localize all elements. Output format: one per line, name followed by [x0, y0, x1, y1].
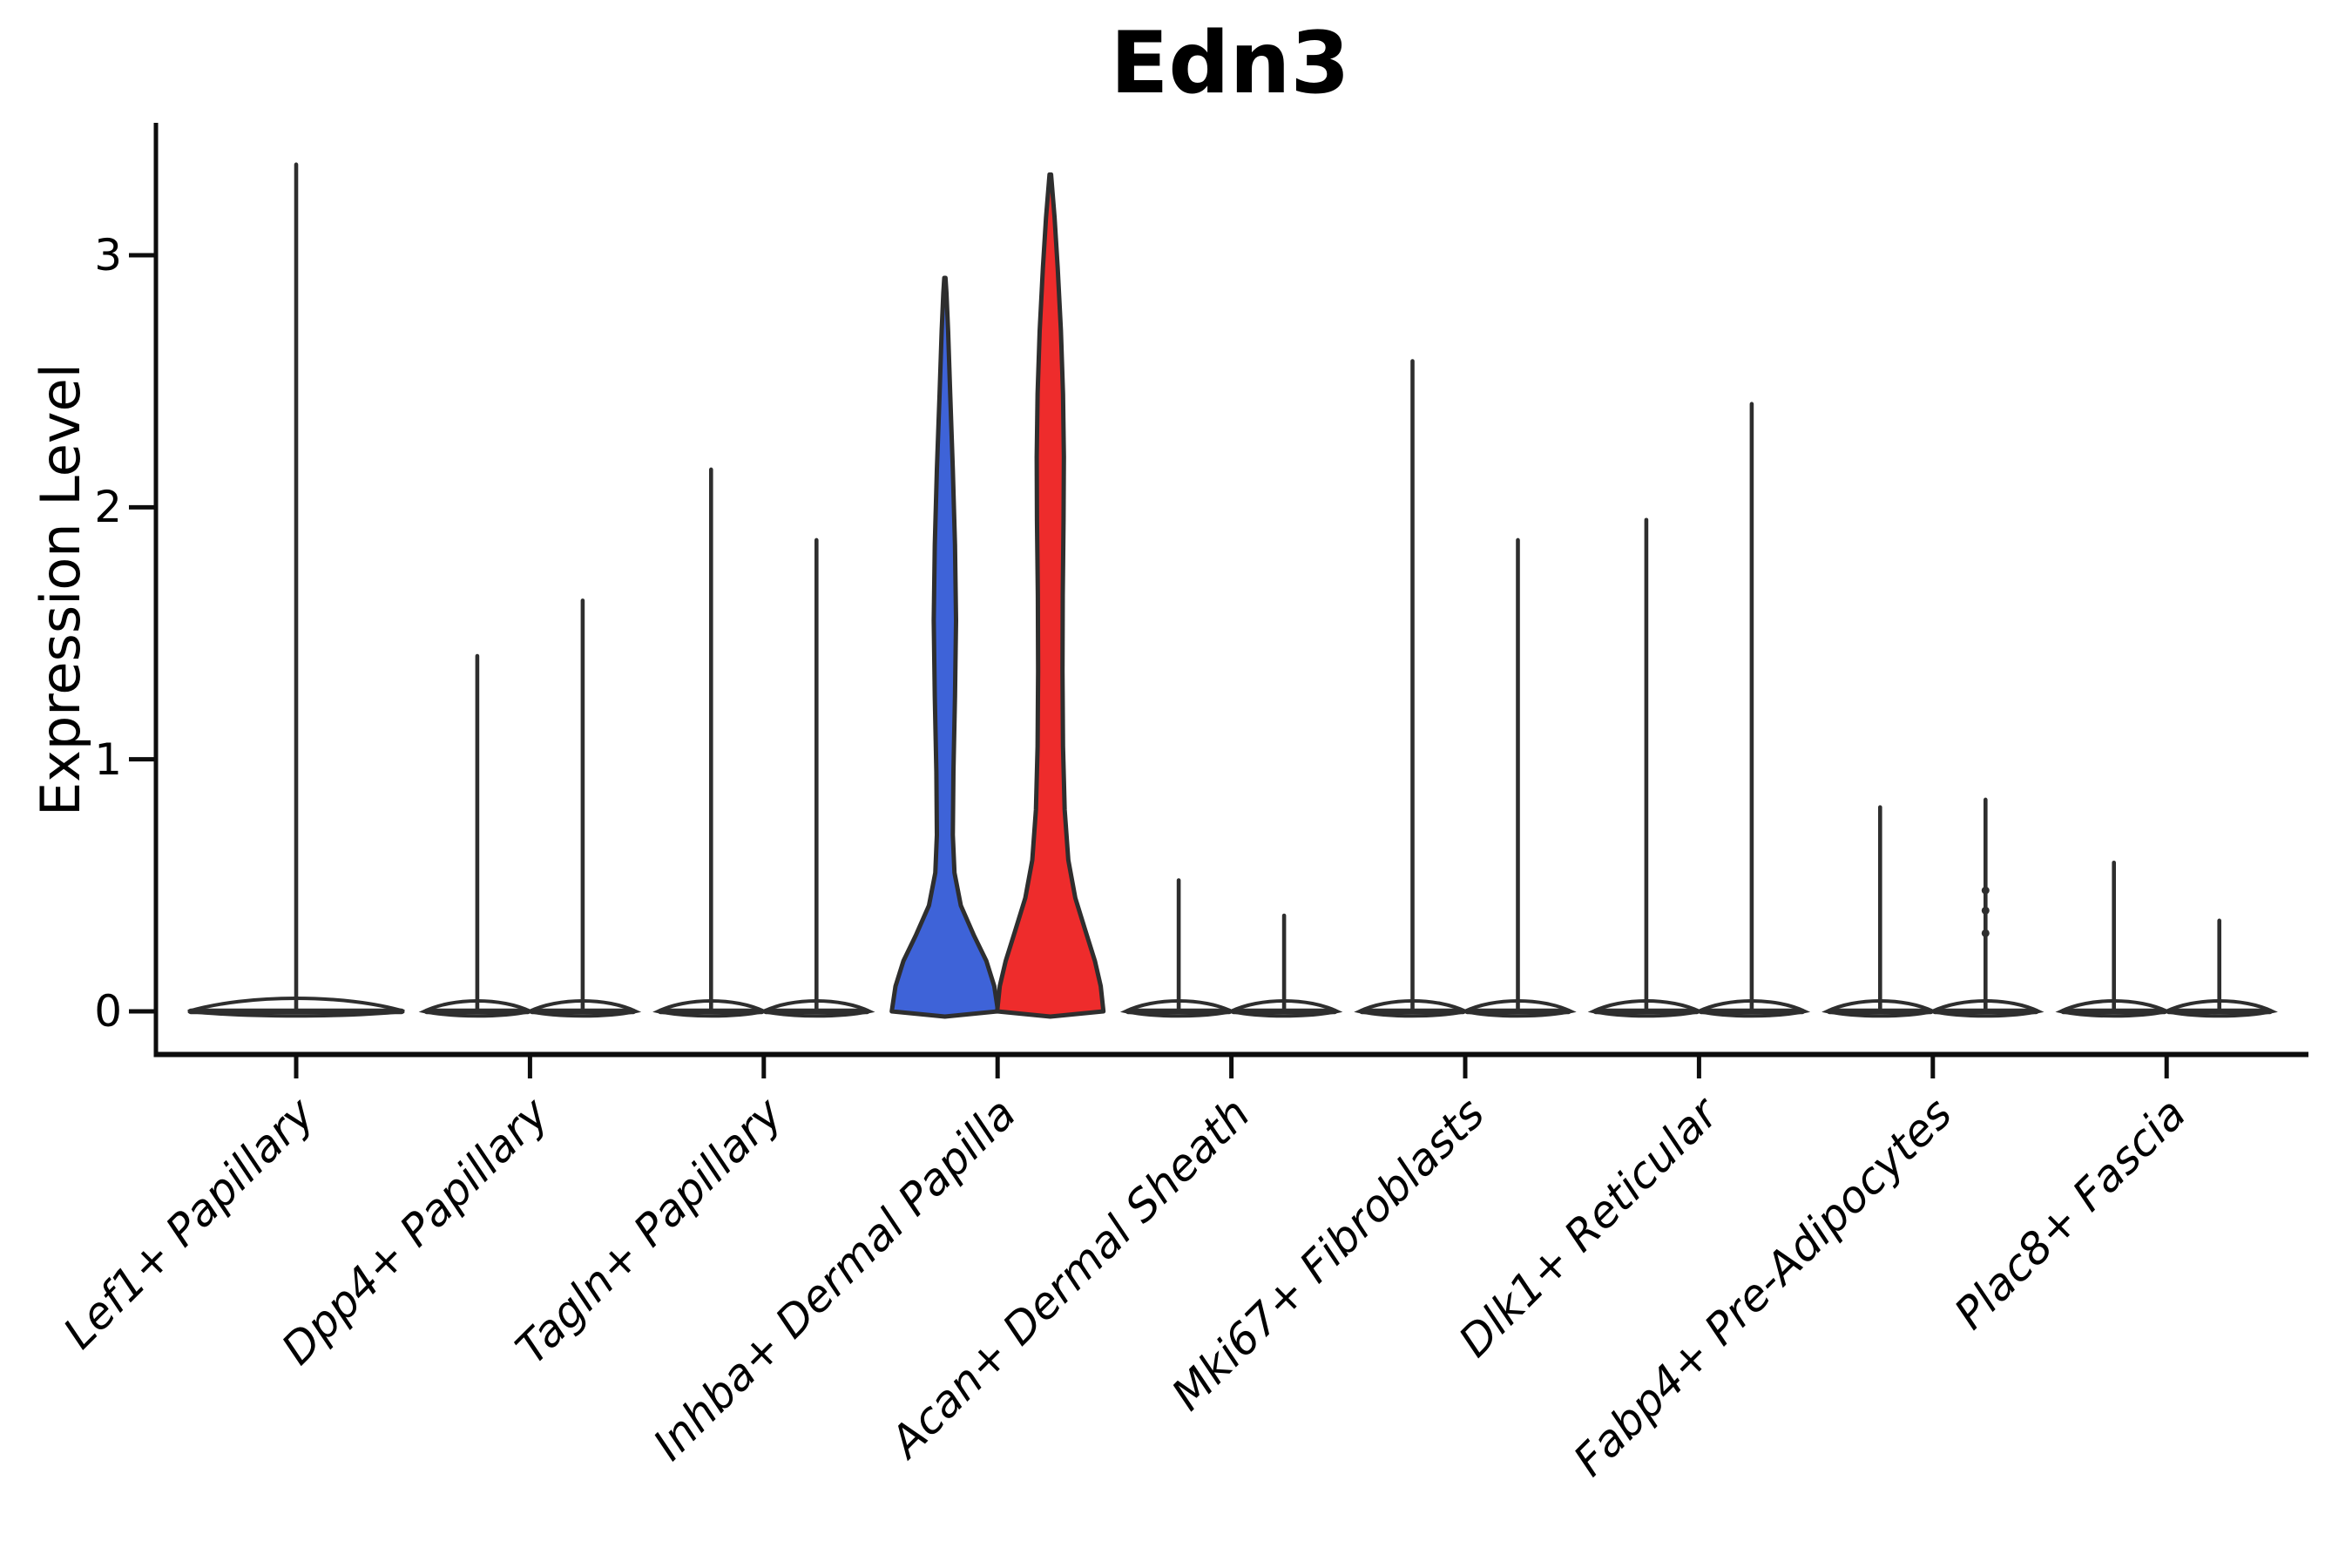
jitter-dot — [1981, 886, 1990, 895]
y-tick-label-1: 1 — [94, 734, 122, 785]
jitter-dot — [1981, 906, 1990, 915]
jitter-dot — [1981, 929, 1990, 937]
y-axis-label: Expression Level — [29, 363, 92, 816]
y-tick-label-0: 0 — [94, 986, 122, 1037]
chart-title: Edn3 — [1110, 14, 1350, 113]
violin-shaped — [995, 172, 1106, 1019]
y-tick-label-2: 2 — [94, 482, 122, 532]
y-tick-label-3: 3 — [94, 230, 122, 280]
violin-shaped — [889, 275, 1001, 1019]
